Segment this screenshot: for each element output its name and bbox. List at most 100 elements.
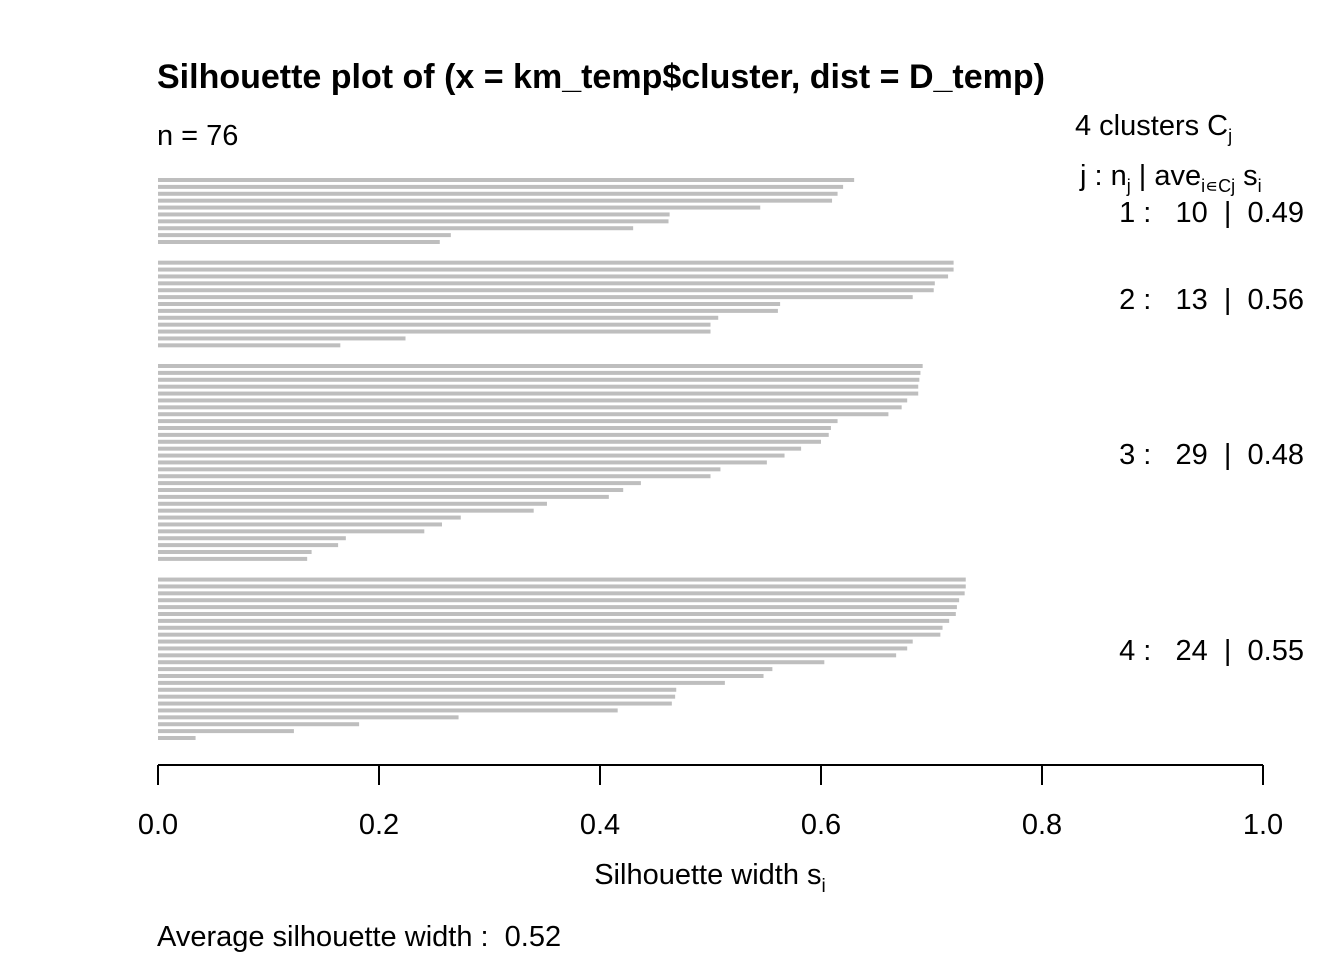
silhouette-bar-c3-22 bbox=[158, 508, 534, 513]
silhouette-bar-c4-18 bbox=[158, 694, 676, 699]
silhouette-bar-c3-2 bbox=[158, 370, 921, 375]
silhouette-bar-c4-4 bbox=[158, 598, 960, 603]
silhouette-bar-c2-2 bbox=[158, 267, 954, 272]
average-silhouette-label: Average silhouette width : 0.52 bbox=[157, 921, 562, 953]
legend-header-text: 4 clusters C bbox=[1075, 110, 1229, 142]
silhouette-bar-c3-17 bbox=[158, 474, 711, 479]
silhouette-bar-c3-10 bbox=[158, 426, 831, 430]
silhouette-bar-c3-1 bbox=[158, 364, 923, 368]
silhouette-bar-c4-14 bbox=[158, 667, 773, 672]
silhouette-bar-c4-11 bbox=[158, 646, 908, 651]
silhouette-bar-c4-5 bbox=[158, 605, 957, 610]
x-tick-label-5: 1.0 bbox=[1243, 809, 1283, 841]
cluster-summary-4: 4 : 24 | 0.55 bbox=[1119, 635, 1304, 667]
silhouette-bar-c4-12 bbox=[158, 653, 897, 658]
silhouette-bar-c1-10 bbox=[158, 240, 440, 244]
silhouette-bar-c3-19 bbox=[158, 488, 624, 492]
silhouette-bar-c4-1 bbox=[158, 577, 966, 582]
silhouette-bar-c4-6 bbox=[158, 612, 956, 616]
chart-title: Silhouette plot of (x = km_temp$cluster,… bbox=[157, 58, 1045, 96]
silhouette-bar-c3-9 bbox=[158, 419, 838, 424]
x-axis: 0.0 0.2 0.4 0.6 0.8 1.0 bbox=[138, 764, 1283, 841]
silhouette-bar-c3-5 bbox=[158, 391, 919, 396]
silhouette-bar-c3-8 bbox=[158, 412, 889, 417]
silhouette-bar-c1-3 bbox=[158, 191, 838, 196]
silhouette-bar-c3-24 bbox=[158, 522, 442, 527]
legend-s-text: s bbox=[1235, 160, 1258, 192]
silhouette-bar-c3-3 bbox=[158, 377, 920, 382]
legend-j-text: j : n bbox=[1080, 160, 1127, 192]
silhouette-bar-c4-10 bbox=[158, 639, 913, 644]
legend-header-sub: j bbox=[1228, 125, 1233, 146]
silhouette-bar-c3-4 bbox=[158, 384, 919, 389]
silhouette-bar-c1-6 bbox=[158, 212, 670, 217]
silhouette-bar-c2-9 bbox=[158, 315, 719, 320]
legend-ave-sub: i∊Cj bbox=[1201, 175, 1236, 196]
silhouette-bar-c3-26 bbox=[158, 536, 346, 541]
silhouette-bar-c4-19 bbox=[158, 701, 672, 706]
silhouette-bar-c4-24 bbox=[158, 736, 196, 740]
x-axis-label-main: Silhouette width s bbox=[594, 859, 821, 891]
legend-ave-text: | ave bbox=[1130, 160, 1202, 192]
silhouette-bar-c3-11 bbox=[158, 432, 829, 437]
silhouette-bar-c2-11 bbox=[158, 329, 711, 334]
legend-subheader: j : nj | avei∊Cj si bbox=[1080, 160, 1262, 197]
silhouette-bar-c3-29 bbox=[158, 556, 308, 561]
silhouette-bar-c4-16 bbox=[158, 680, 725, 685]
silhouette-bar-c4-3 bbox=[158, 591, 965, 596]
silhouette-bar-c1-1 bbox=[158, 178, 855, 182]
silhouette-bar-c3-14 bbox=[158, 453, 785, 458]
silhouette-bar-c4-20 bbox=[158, 708, 618, 713]
x-tick-label-0: 0.0 bbox=[138, 809, 178, 841]
silhouette-bar-c4-21 bbox=[158, 715, 459, 720]
silhouette-bar-c2-5 bbox=[158, 288, 934, 293]
silhouette-bar-c4-9 bbox=[158, 632, 941, 637]
silhouette-bar-c2-7 bbox=[158, 302, 781, 306]
x-tick-label-3: 0.6 bbox=[801, 809, 841, 841]
legend-s-sub: i bbox=[1257, 175, 1262, 196]
silhouette-bar-c1-8 bbox=[158, 226, 634, 231]
silhouette-bar-c3-20 bbox=[158, 494, 609, 499]
silhouette-bar-c2-8 bbox=[158, 308, 778, 313]
silhouette-bar-c4-23 bbox=[158, 729, 294, 734]
silhouette-bar-c1-9 bbox=[158, 233, 451, 238]
silhouette-bar-c3-13 bbox=[158, 446, 802, 451]
silhouette-bar-c4-7 bbox=[158, 618, 950, 623]
legend-header: 4 clusters Cj bbox=[1075, 110, 1232, 147]
x-axis-label-sub: i bbox=[822, 876, 826, 897]
x-tick-label-4: 0.8 bbox=[1022, 809, 1062, 841]
silhouette-bar-c3-27 bbox=[158, 543, 339, 548]
silhouette-bar-c2-10 bbox=[158, 322, 711, 327]
cluster-summary-2: 2 : 13 | 0.56 bbox=[1119, 284, 1304, 316]
x-axis-label: Silhouette width si bbox=[594, 859, 826, 897]
silhouette-bar-c4-15 bbox=[158, 674, 764, 678]
silhouette-bar-c4-22 bbox=[158, 722, 360, 727]
silhouette-bar-c3-18 bbox=[158, 481, 641, 486]
silhouette-bar-c2-4 bbox=[158, 281, 935, 286]
silhouette-bar-c3-16 bbox=[158, 467, 721, 472]
silhouette-bar-c1-2 bbox=[158, 184, 844, 189]
silhouette-bar-c2-3 bbox=[158, 274, 949, 279]
x-tick-label-1: 0.2 bbox=[359, 809, 399, 841]
silhouette-bar-c3-21 bbox=[158, 501, 547, 506]
silhouette-bar-c1-7 bbox=[158, 219, 669, 224]
silhouette-bar-c3-28 bbox=[158, 550, 312, 554]
silhouette-bar-c3-25 bbox=[158, 529, 425, 534]
silhouette-bar-c3-6 bbox=[158, 398, 908, 403]
x-tick-label-2: 0.4 bbox=[580, 809, 620, 841]
silhouette-bar-c3-7 bbox=[158, 405, 902, 410]
silhouette-bar-c4-8 bbox=[158, 625, 943, 630]
silhouette-bar-c4-17 bbox=[158, 687, 677, 692]
silhouette-bar-c4-2 bbox=[158, 584, 966, 589]
silhouette-bar-c1-5 bbox=[158, 205, 761, 210]
silhouette-bar-c3-23 bbox=[158, 515, 461, 520]
legend-nj-sub: j bbox=[1126, 175, 1131, 196]
silhouette-bar-c3-12 bbox=[158, 439, 821, 444]
silhouette-bar-c2-13 bbox=[158, 343, 341, 348]
silhouette-bar-c3-15 bbox=[158, 460, 767, 465]
silhouette-bar-c2-6 bbox=[158, 295, 913, 300]
cluster-summary-3: 3 : 29 | 0.48 bbox=[1119, 439, 1304, 471]
cluster-summary-1: 1 : 10 | 0.49 bbox=[1119, 197, 1304, 229]
silhouette-bar-c2-1 bbox=[158, 260, 954, 265]
sample-count-label: n = 76 bbox=[157, 120, 239, 152]
